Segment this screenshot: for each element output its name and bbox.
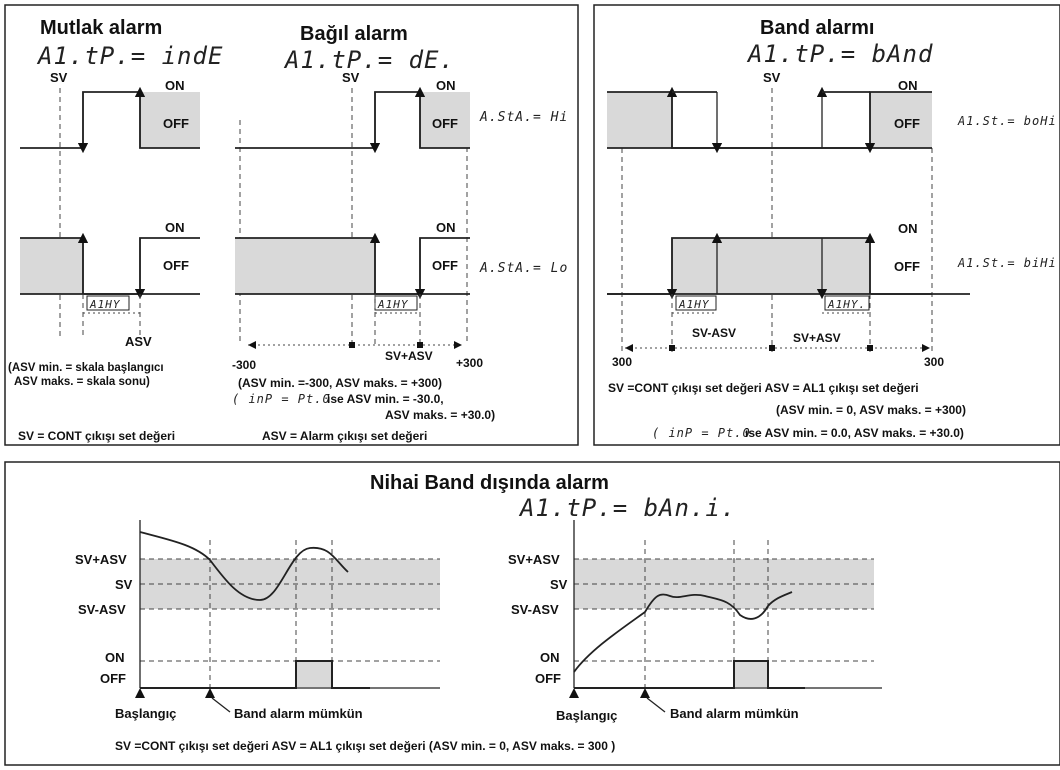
mutlak-note1: (ASV min. = skala başlangıcı	[8, 362, 164, 374]
mutlak-sv-label: SV	[50, 70, 68, 85]
band-code: A1.tP.= bAnd	[746, 40, 933, 68]
nihai-off: OFF	[100, 671, 126, 686]
band-off-top: OFF	[894, 116, 920, 131]
nihai-start2: Başlangıç	[556, 708, 617, 723]
band-hys1: A1HY	[678, 298, 710, 311]
bagil-off-bot: OFF	[432, 258, 458, 273]
bagil-on-bot: ON	[436, 220, 456, 235]
band-svplus: SV+ASV	[793, 331, 841, 345]
mutlak-on-top: ON	[165, 78, 185, 93]
nihai-band-diagram: Nihai Band dışında alarm A1.tP.= bAn.i. …	[75, 472, 882, 753]
bagil-off-top: OFF	[432, 116, 458, 131]
mutlak-title: Mutlak alarm	[40, 17, 162, 39]
nihai-code: A1.tP.= bAn.i.	[518, 494, 736, 522]
bagil-hys: A1HY	[377, 298, 409, 311]
nihai-title: Nihai Band dışında alarm	[370, 472, 609, 494]
panel-frame-bottom	[4, 461, 1060, 766]
footer-sv-def: SV = CONT çıkışı set değeri	[18, 429, 175, 443]
footer-asv-def: ASV = Alarm çıkışı set değeri	[262, 429, 427, 443]
band-off-bot: OFF	[894, 259, 920, 274]
mutlak-off-bot: OFF	[163, 258, 189, 273]
band-alarm-diagram: Band alarmı A1.tP.= bAnd SV ON OFF A1.St…	[607, 17, 1057, 440]
band-on-bot: ON	[898, 221, 918, 236]
band-def-line: SV =CONT çıkışı set değeri ASV = AL1 çık…	[608, 381, 919, 395]
bagil-note2-code: ( inP = Pt.0	[232, 392, 331, 406]
nihai-on: ON	[105, 650, 125, 665]
bagil-sv-label: SV	[342, 70, 360, 85]
band-on-top: ON	[898, 78, 918, 93]
band-scale-right: 300	[924, 355, 944, 369]
nihai-svplus: SV+ASV	[75, 552, 127, 567]
band-sv-label: SV	[763, 70, 781, 85]
mutlak-code: A1.tP.= indE	[36, 42, 223, 70]
bagil-note3: ASV maks. = +30.0)	[385, 408, 495, 422]
band-hys2: A1HY.	[827, 298, 866, 311]
bagil-right-scale: +300	[456, 356, 483, 370]
bagil-code: A1.tP.= dE.	[283, 46, 455, 74]
bagil-on-top: ON	[436, 78, 456, 93]
band-st-bot: A1.St.= biHi	[957, 256, 1057, 270]
nihai-enable: Band alarm mümkün	[234, 706, 363, 721]
bagil-alarm-diagram: Bağıl alarm A1.tP.= dE. SV ON OFF A.StA.…	[232, 23, 568, 422]
band-scale-left: 300	[612, 355, 632, 369]
band-title: Band alarmı	[760, 17, 874, 39]
bagil-sta-lo: A.StA.= Lo	[479, 261, 568, 276]
panel-frame-top-right	[593, 4, 1060, 446]
nihai-start: Başlangıç	[115, 706, 176, 721]
band-note2-code: ( inP = Pt.0	[652, 426, 751, 440]
nihai-svminus2: SV-ASV	[511, 602, 559, 617]
nihai-sv: SV	[115, 577, 133, 592]
band-note1: (ASV min. = 0, ASV maks. = +300)	[776, 403, 966, 417]
mutlak-on-bot: ON	[165, 220, 185, 235]
bagil-note1: (ASV min. =-300, ASV maks. = +300)	[238, 376, 442, 390]
bagil-sta-hi: A.StA.= Hi	[479, 110, 568, 125]
panel-frame-top-left	[4, 4, 579, 446]
mutlak-asv: ASV	[125, 334, 152, 349]
mutlak-note2: ASV maks. = skala sonu)	[14, 376, 150, 388]
mutlak-hys: A1HY	[89, 298, 121, 311]
band-svminus: SV-ASV	[692, 326, 736, 340]
nihai-footer: SV =CONT çıkışı set değeri ASV = AL1 çık…	[115, 739, 615, 753]
bagil-title: Bağıl alarm	[300, 23, 408, 45]
band-note2: ise ASV min. = 0.0, ASV maks. = +30.0)	[745, 426, 964, 440]
nihai-svminus: SV-ASV	[78, 602, 126, 617]
nihai-enable2: Band alarm mümkün	[670, 706, 799, 721]
nihai-on2: ON	[540, 650, 560, 665]
bagil-note2: ise ASV min. = -30.0,	[327, 392, 444, 406]
nihai-off2: OFF	[535, 671, 561, 686]
nihai-sv2: SV	[550, 577, 568, 592]
nihai-svplus2: SV+ASV	[508, 552, 560, 567]
mutlak-off-top: OFF	[163, 116, 189, 131]
bagil-left-scale: -300	[232, 358, 256, 372]
band-st-top: A1.St.= boHi	[957, 114, 1057, 128]
bagil-svasv: SV+ASV	[385, 349, 433, 363]
mutlak-alarm-diagram: Mutlak alarm A1.tP.= indE SV ON OFF ON O…	[8, 17, 223, 388]
